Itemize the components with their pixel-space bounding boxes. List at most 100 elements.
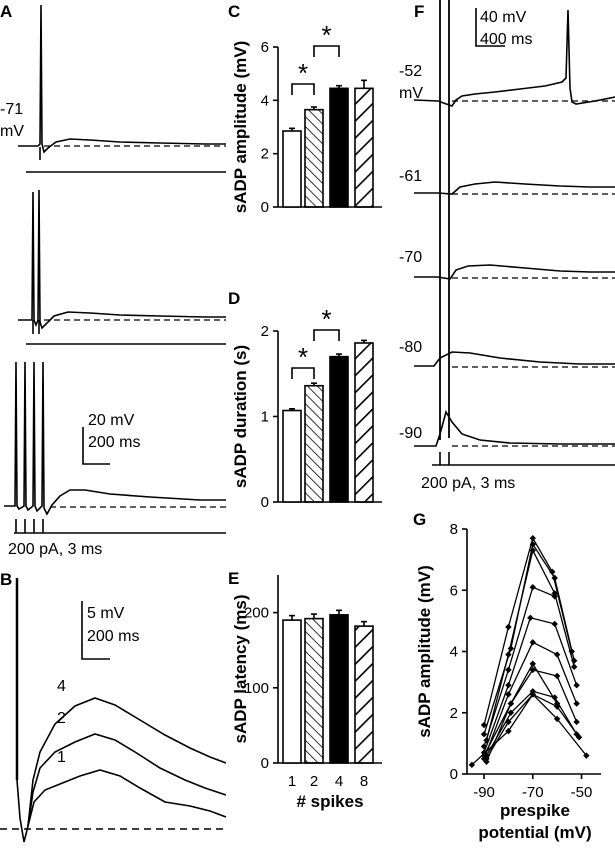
chart-g-series-line [485,693,580,760]
chart-g-data-point [507,709,515,716]
chart-g-data-point [505,651,512,658]
panel-a-scale-time: 200 ms [88,434,140,451]
chart-g-data-point [507,700,515,707]
chart-e-y-label: sADP latency (ms) [231,595,250,744]
panel-f-potential-3: -70 [399,249,422,266]
chart-g-data-point [583,752,590,759]
chart-c-y-tick-label: 4 [261,92,269,109]
chart-g-data-point [505,666,512,674]
chart-g-series-line [483,586,555,747]
chart-g-data-point [553,715,561,723]
chart-g-data-point [480,752,488,759]
chart-e-y-tick-label: 0 [261,755,269,772]
chart-g-data-point [529,660,536,667]
chart-c-significance-bracket [313,45,340,57]
chart-c: 0 2 4 6 sADP amplitude (mV) * * [231,20,382,216]
chart-g-data-point [505,727,512,735]
chart-g-data-point [505,623,512,631]
panel-b-trace-1 [16,769,227,843]
panel-f-trace-80 [414,351,615,367]
panel-label-a: A [0,2,12,21]
chart-g-data-point [551,620,558,628]
panel-f-scale-time: 400 ms [480,31,532,48]
chart-d: 0 1 2 sADP duration (s) * * [231,304,382,511]
panel-b: B 4 2 1 5 mV 200 ms [0,570,227,843]
chart-g-x-tick-label: -50 [571,784,593,801]
panel-f-scale-bar [475,8,505,47]
chart-d-significance-star: * [321,304,331,334]
chart-g-data-point [505,681,512,689]
chart-g-data-point [573,718,580,726]
chart-g-data-point [527,614,534,622]
panel-f-stim-label: 200 pA, 3 ms [421,475,515,492]
panel-a-scale-bar [82,427,110,465]
chart-c-y-tick-label: 0 [261,199,269,216]
chart-g-data-point [551,574,558,582]
chart-g-data-point [551,593,558,600]
chart-g-data-point [573,700,580,707]
chart-d-bar [282,409,302,503]
chart-d-y-label: sADP duration (s) [231,345,250,488]
chart-g-data-point [529,547,536,554]
chart-g-y-label: sADP amplitude (mV) [415,565,434,738]
panel-f-potential-1: -52 [399,63,422,80]
chart-c-y-tick-label: 6 [261,39,269,56]
panel-label-f: F [414,2,424,21]
chart-d-bar [354,342,374,503]
chart-g-data-point [505,718,512,726]
panel-a-trace-4 [4,361,226,516]
chart-g-data-point [529,583,536,591]
chart-c-bar [354,87,374,208]
panel-b-scale-voltage: 5 mV [87,605,125,622]
chart-d-bar [329,355,349,503]
panel-label-c: C [228,2,240,21]
chart-c-significance-bracket [291,83,315,95]
panel-a-rmp-value: -71 [0,101,23,118]
chart-g-data-point [529,691,536,698]
chart-g-x-tick-label: -70 [522,784,544,801]
panel-f-trace-61 [414,181,615,195]
chart-d-y-tick-label: 2 [261,323,269,340]
chart-e-x-label: # spikes [296,792,363,811]
panel-b-trace-label-1: 1 [57,749,66,766]
panel-a-scale-voltage: 20 mV [88,412,135,429]
panel-f-trace-70 [414,264,615,280]
chart-g-data-point [480,721,488,729]
panel-b-scale-bar [81,601,110,660]
chart-g-data-point [505,691,512,698]
chart-g-y-tick-label: 6 [450,582,458,599]
chart-g-data-point [553,651,561,658]
panel-f: F 40 mV 400 ms -52 mV -61 -70 -80 -90 20… [399,0,615,492]
chart-d-y-tick-label: 0 [261,494,269,511]
chart-g-x-label: potential (mV) [478,823,591,842]
chart-c-significance-star: * [298,58,308,88]
chart-d-significance-star: * [298,342,308,372]
panel-b-trace-4 [27,697,227,827]
panel-label-b: B [0,570,12,589]
panel-b-trace-label-2: 2 [57,710,66,727]
panel-f-scale-voltage: 40 mV [480,9,527,26]
chart-g-data-point [529,666,536,674]
panel-f-unit: mV [399,85,423,102]
chart-g-y-tick-label: 2 [450,705,458,722]
chart-g-series-line [483,617,578,753]
panel-b-trace-2 [27,733,227,827]
panel-a-trace-2 [18,189,226,330]
chart-c-bar [282,130,302,208]
chart-c-bar [304,108,324,208]
panel-f-trace-52 [413,9,615,107]
panel-f-potential-2: -61 [399,168,422,185]
chart-g-data-point [529,541,536,548]
panel-a-stim-ticks [15,147,44,533]
chart-d-y-tick-label: 1 [261,409,269,426]
chart-e-bar [304,617,324,764]
chart-c-significance-star: * [321,20,331,50]
chart-g-y-tick-label: 4 [450,644,458,661]
chart-e-x-tick-label: 4 [335,773,343,790]
chart-g-data-point [529,639,536,646]
chart-e-x-tick-label: 1 [288,773,296,790]
chart-g-data-point [529,534,536,542]
